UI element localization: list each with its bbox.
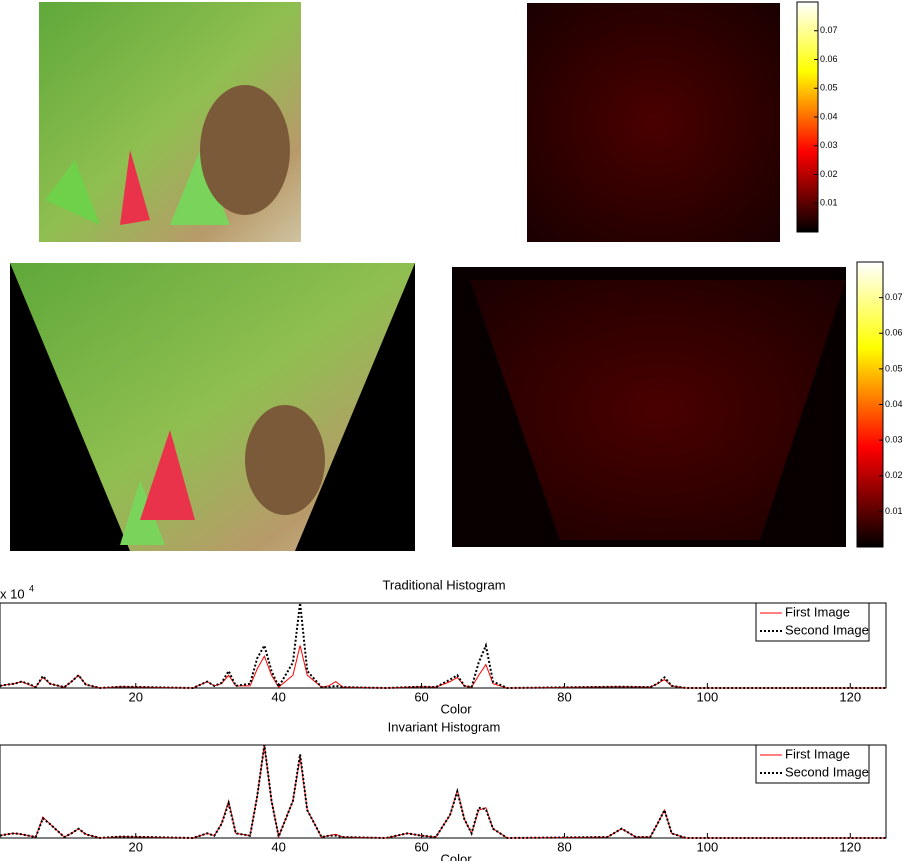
colorbar-tick-label: 0.07 <box>820 25 838 35</box>
x-tick-label: 20 <box>129 839 143 854</box>
x-axis-label: Color <box>440 851 472 861</box>
x-tick-label: 40 <box>271 689 285 704</box>
plot-frame <box>0 745 886 838</box>
x-tick-label: 80 <box>557 839 571 854</box>
x-tick-label: 100 <box>697 689 719 704</box>
chart-title: Invariant Histogram <box>388 719 501 734</box>
plot-frame <box>0 603 886 688</box>
figure: 0.01 0.02 0.03 0.04 0.05 0.06 0.07 0.01 0.02 0.03… <box>0 0 904 861</box>
series-line <box>0 603 886 688</box>
colorbar-tick-label: 0.01 <box>820 198 838 208</box>
legend-label: Second Image <box>785 764 869 779</box>
y-scale-exponent: 4 <box>29 583 34 593</box>
legend-label: Second Image <box>785 622 869 637</box>
x-tick-label: 60 <box>414 689 428 704</box>
heatmap-original <box>527 3 780 242</box>
x-tick-label: 100 <box>697 839 719 854</box>
legend-label: First Image <box>785 604 850 619</box>
x-tick-label: 60 <box>414 839 428 854</box>
series-line <box>0 646 886 689</box>
series-line <box>0 745 886 838</box>
x-axis-label: Color <box>440 701 472 716</box>
legend-label: First Image <box>785 746 850 761</box>
y-scale-label: x 10 <box>0 586 25 601</box>
colorbar-tick-label: 0.06 <box>885 328 903 338</box>
series-line <box>0 745 886 838</box>
colorbar-tick-label: 0.04 <box>885 399 903 409</box>
x-tick-label: 120 <box>839 839 861 854</box>
colorbar-tick-label: 0.05 <box>885 363 903 373</box>
photo-original <box>39 2 301 242</box>
photo-warped <box>10 263 415 551</box>
colorbar-tick-label: 0.06 <box>820 54 838 64</box>
colorbar-tick-label: 0.03 <box>885 435 903 445</box>
colorbar-tick-label: 0.02 <box>885 470 903 480</box>
colorbar-tick-label: 0.03 <box>820 140 838 150</box>
x-tick-label: 40 <box>271 839 285 854</box>
heatmap-warped <box>452 267 846 547</box>
colorbar-tick-label: 0.01 <box>885 506 903 516</box>
colorbar-tick-label: 0.05 <box>820 83 838 93</box>
x-tick-label: 20 <box>129 689 143 704</box>
chart-title: Traditional Histogram <box>382 577 505 592</box>
x-tick-label: 80 <box>557 689 571 704</box>
colorbar-tick-label: 0.04 <box>820 111 838 121</box>
colorbar-tick-label: 0.07 <box>885 292 903 302</box>
colorbar-tick-label: 0.02 <box>820 169 838 179</box>
x-tick-label: 120 <box>839 689 861 704</box>
